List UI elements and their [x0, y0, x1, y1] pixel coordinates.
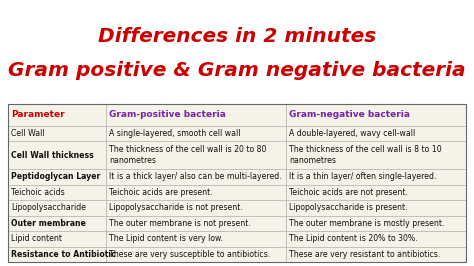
Text: The outer membrane is mostly present.: The outer membrane is mostly present.: [290, 219, 445, 228]
Bar: [107, 141, 286, 169]
Text: Teichoic acids are not present.: Teichoic acids are not present.: [290, 188, 409, 197]
Text: The outer membrane is not present.: The outer membrane is not present.: [109, 219, 251, 228]
Bar: [286, 104, 466, 126]
Text: Lipopolysaccharide is not present.: Lipopolysaccharide is not present.: [109, 203, 243, 212]
Text: Lipid content: Lipid content: [11, 234, 62, 243]
Bar: [286, 247, 466, 262]
Bar: [8, 215, 107, 231]
Text: Gram-positive bacteria: Gram-positive bacteria: [109, 110, 227, 119]
Text: Peptidoglycan Layer: Peptidoglycan Layer: [11, 172, 100, 181]
Bar: [107, 200, 286, 215]
Text: The thickness of the cell wall is 20 to 80
nanometres: The thickness of the cell wall is 20 to …: [109, 146, 267, 165]
Bar: [8, 231, 107, 247]
Text: A double-layered, wavy cell-wall: A double-layered, wavy cell-wall: [290, 129, 416, 138]
Bar: [8, 185, 107, 200]
Text: Teichoic acids are present.: Teichoic acids are present.: [109, 188, 213, 197]
Text: Resistance to Antibiotic: Resistance to Antibiotic: [11, 250, 116, 259]
Text: Parameter: Parameter: [11, 110, 64, 119]
Text: These are very susceptible to antibiotics.: These are very susceptible to antibiotic…: [109, 250, 271, 259]
Bar: [286, 185, 466, 200]
Bar: [8, 247, 107, 262]
Bar: [107, 185, 286, 200]
Bar: [8, 200, 107, 215]
Bar: [8, 169, 107, 185]
Text: These are very resistant to antibiotics.: These are very resistant to antibiotics.: [290, 250, 441, 259]
Text: It is a thick layer/ also can be multi-layered.: It is a thick layer/ also can be multi-l…: [109, 172, 282, 181]
Bar: [8, 141, 107, 169]
Bar: [286, 126, 466, 141]
Text: Cell Wall: Cell Wall: [11, 129, 45, 138]
Text: The thickness of the cell wall is 8 to 10
nanometres: The thickness of the cell wall is 8 to 1…: [290, 146, 442, 165]
Bar: [286, 200, 466, 215]
Text: It is a thin layer/ often single-layered.: It is a thin layer/ often single-layered…: [290, 172, 437, 181]
Bar: [8, 104, 466, 262]
Text: Gram positive & Gram negative bacteria: Gram positive & Gram negative bacteria: [8, 61, 466, 81]
Text: Cell Wall thickness: Cell Wall thickness: [11, 151, 94, 160]
Bar: [107, 215, 286, 231]
Bar: [286, 169, 466, 185]
Text: Teichoic acids: Teichoic acids: [11, 188, 65, 197]
Text: Differences in 2 minutes: Differences in 2 minutes: [98, 27, 376, 45]
Text: The Lipid content is 20% to 30%.: The Lipid content is 20% to 30%.: [290, 234, 418, 243]
Bar: [8, 126, 107, 141]
Bar: [107, 126, 286, 141]
Bar: [107, 104, 286, 126]
Text: Lipopolysaccharide is present.: Lipopolysaccharide is present.: [290, 203, 408, 212]
Text: The Lipid content is very low.: The Lipid content is very low.: [109, 234, 224, 243]
Bar: [8, 104, 107, 126]
Bar: [286, 215, 466, 231]
Bar: [286, 231, 466, 247]
Bar: [107, 169, 286, 185]
Text: Outer membrane: Outer membrane: [11, 219, 86, 228]
Text: A single-layered, smooth cell wall: A single-layered, smooth cell wall: [109, 129, 241, 138]
Bar: [107, 231, 286, 247]
Text: Gram-negative bacteria: Gram-negative bacteria: [290, 110, 410, 119]
Bar: [107, 247, 286, 262]
Bar: [286, 141, 466, 169]
Text: Lipopolysaccharide: Lipopolysaccharide: [11, 203, 86, 212]
